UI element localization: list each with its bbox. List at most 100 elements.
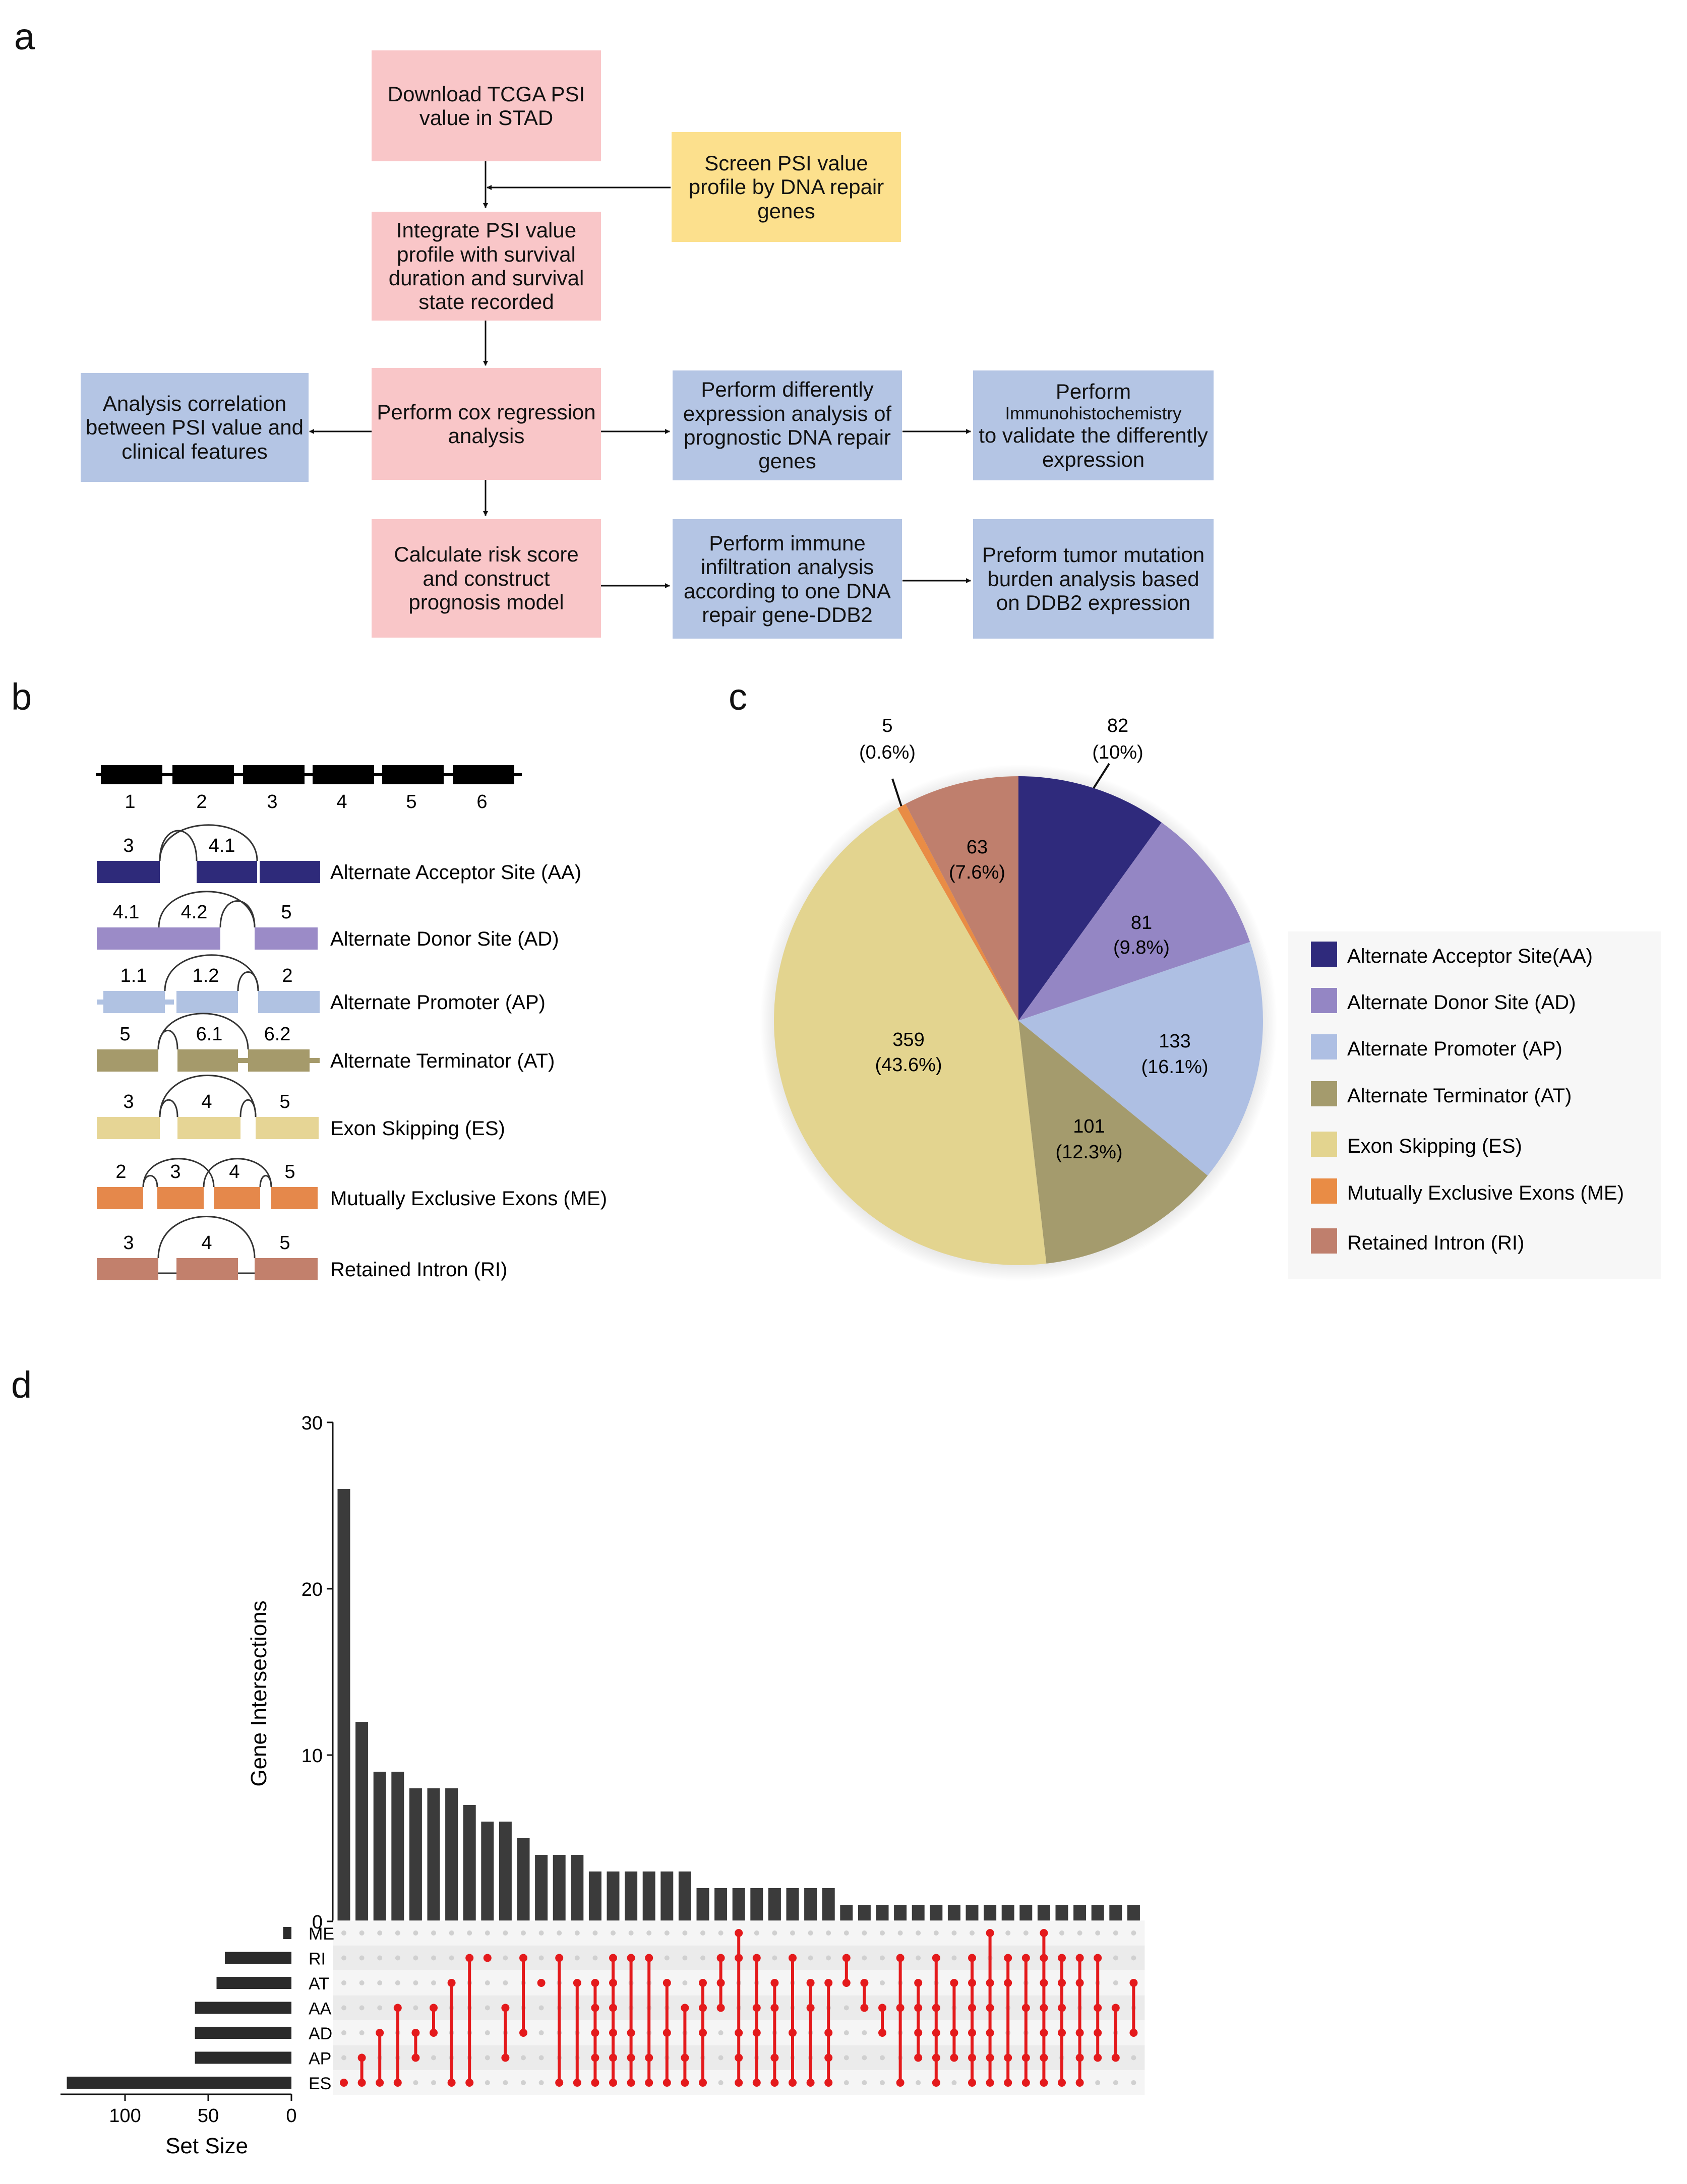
matrix-active-dot [914, 2004, 923, 2012]
matrix-empty-dot [646, 1930, 652, 1936]
matrix-active-dot [411, 2029, 420, 2037]
matrix-active-dot [824, 1979, 833, 1987]
panel-label-d: d [11, 1364, 32, 1406]
matrix-empty-dot [538, 2030, 544, 2035]
matrix-active-dot [1040, 1954, 1048, 1962]
pie-pct-label-ad: (9.8%) [1113, 937, 1170, 958]
matrix-active-dot [483, 1954, 492, 1962]
matrix-empty-dot [1113, 1955, 1118, 1961]
pie-value-label-es: 359 [892, 1029, 924, 1050]
matrix-empty-dot [395, 1980, 400, 1985]
matrix-active-dot [770, 1979, 779, 1987]
splice-row: 3 4 5 Exon Skipping (ES) [97, 1075, 505, 1140]
pie-legend-label: Mutually Exclusive Exons (ME) [1347, 1182, 1624, 1204]
pie-value-label-ap: 133 [1159, 1031, 1190, 1052]
matrix-active-dot [968, 2053, 976, 2062]
matrix-empty-dot [1005, 1930, 1011, 1936]
splice-arc [203, 1158, 272, 1188]
exon-label: 5 [279, 1232, 290, 1254]
matrix-active-dot [609, 1979, 617, 1987]
splice-type-label: Alternate Donor Site (AD) [330, 928, 559, 950]
pie-pct-label-es: (43.6%) [875, 1054, 942, 1076]
intersection-bar [804, 1888, 817, 1921]
matrix-active-dot [752, 2079, 761, 2087]
matrix-empty-dot [862, 2080, 867, 2085]
intersection-bar [337, 1489, 350, 1921]
exon-block [97, 1258, 158, 1280]
set-label: RI [309, 1950, 326, 1969]
matrix-active-dot [645, 1954, 653, 1962]
matrix-empty-dot [1131, 1930, 1136, 1936]
matrix-empty-dot [574, 1930, 580, 1936]
matrix-empty-dot [503, 1955, 508, 1961]
intersection-bar [732, 1888, 745, 1921]
gene-exon [243, 765, 305, 784]
matrix-active-dot [1021, 2053, 1030, 2062]
matrix-active-dot [1129, 1979, 1138, 1987]
matrix-empty-dot [951, 2080, 957, 2085]
set-size-tick-label: 50 [198, 2105, 219, 2127]
matrix-active-dot [770, 2004, 779, 2012]
splice-arc [219, 900, 256, 928]
flow-box-cox: Perform cox regression analysis [372, 368, 601, 480]
matrix-active-dot [824, 2053, 833, 2062]
exon-block [177, 1049, 238, 1072]
pie-legend-swatch [1311, 1228, 1337, 1254]
intersection-bar [517, 1838, 530, 1921]
matrix-empty-dot [1131, 1955, 1136, 1961]
exon-number: 3 [267, 791, 277, 813]
pie-slice-ri [905, 776, 1018, 1021]
exon-label: 4 [229, 1161, 239, 1182]
intersection-bar [822, 1888, 835, 1921]
matrix-empty-dot [628, 1930, 634, 1936]
intersection-bar [625, 1871, 638, 1921]
gene-exon [382, 765, 444, 784]
exon-block [97, 927, 220, 950]
matrix-active-dot [430, 2029, 438, 2037]
intersection-bar [1109, 1905, 1122, 1921]
pie-legend-label: Alternate Promoter (AP) [1347, 1038, 1562, 1060]
intersection-bar [535, 1855, 548, 1921]
splice-arc [158, 891, 256, 928]
intersection-bar [355, 1722, 369, 1921]
upset-y-tick-label: 0 [312, 1912, 323, 1933]
matrix-active-dot [1021, 2004, 1030, 2012]
matrix-active-dot [357, 2053, 366, 2062]
matrix-empty-dot [718, 2055, 724, 2061]
pie-value-label-aa: 82 [1107, 715, 1128, 736]
pie-legend-swatch [1311, 1178, 1337, 1204]
matrix-empty-dot [862, 2030, 867, 2035]
intersection-bar [642, 1871, 655, 1921]
matrix-active-dot [716, 1954, 725, 1962]
matrix-empty-dot [413, 2005, 418, 2011]
intersection-bar [1001, 1905, 1014, 1921]
matrix-empty-dot [664, 1955, 670, 1961]
matrix-active-dot [789, 1954, 797, 1962]
exon-block [214, 1187, 260, 1209]
splice-arc [157, 1013, 249, 1050]
exon-label: 2 [282, 965, 292, 986]
set-size-tick-label: 100 [109, 2105, 141, 2127]
exon-block [97, 1187, 143, 1209]
matrix-empty-dot [341, 2005, 346, 2011]
exon-block [248, 1049, 310, 1072]
matrix-empty-dot [485, 1930, 490, 1936]
splice-arc [237, 971, 259, 991]
flow-box-risk: Calculate risk score and construct progn… [372, 519, 601, 638]
matrix-active-dot [932, 1954, 940, 1962]
exon-block [260, 861, 320, 883]
matrix-active-dot [968, 1954, 976, 1962]
matrix-empty-dot [880, 2055, 885, 2061]
splice-type-label: Alternate Promoter (AP) [330, 991, 546, 1014]
matrix-empty-dot [359, 2005, 365, 2011]
splice-arc [159, 1075, 257, 1117]
matrix-active-dot [1075, 2053, 1084, 2062]
matrix-active-dot [609, 2053, 617, 2062]
splice-row: 3 4.1 Alternate Acceptor Site (AA) [97, 824, 581, 884]
intersection-bar [499, 1822, 512, 1921]
intersection-bar [1037, 1905, 1050, 1921]
exon-block [176, 991, 238, 1013]
flow-box-tmb: Preform tumor mutation burden analysis b… [973, 519, 1214, 639]
splice-arc [142, 1158, 215, 1188]
exon-label: 4.2 [181, 902, 208, 923]
